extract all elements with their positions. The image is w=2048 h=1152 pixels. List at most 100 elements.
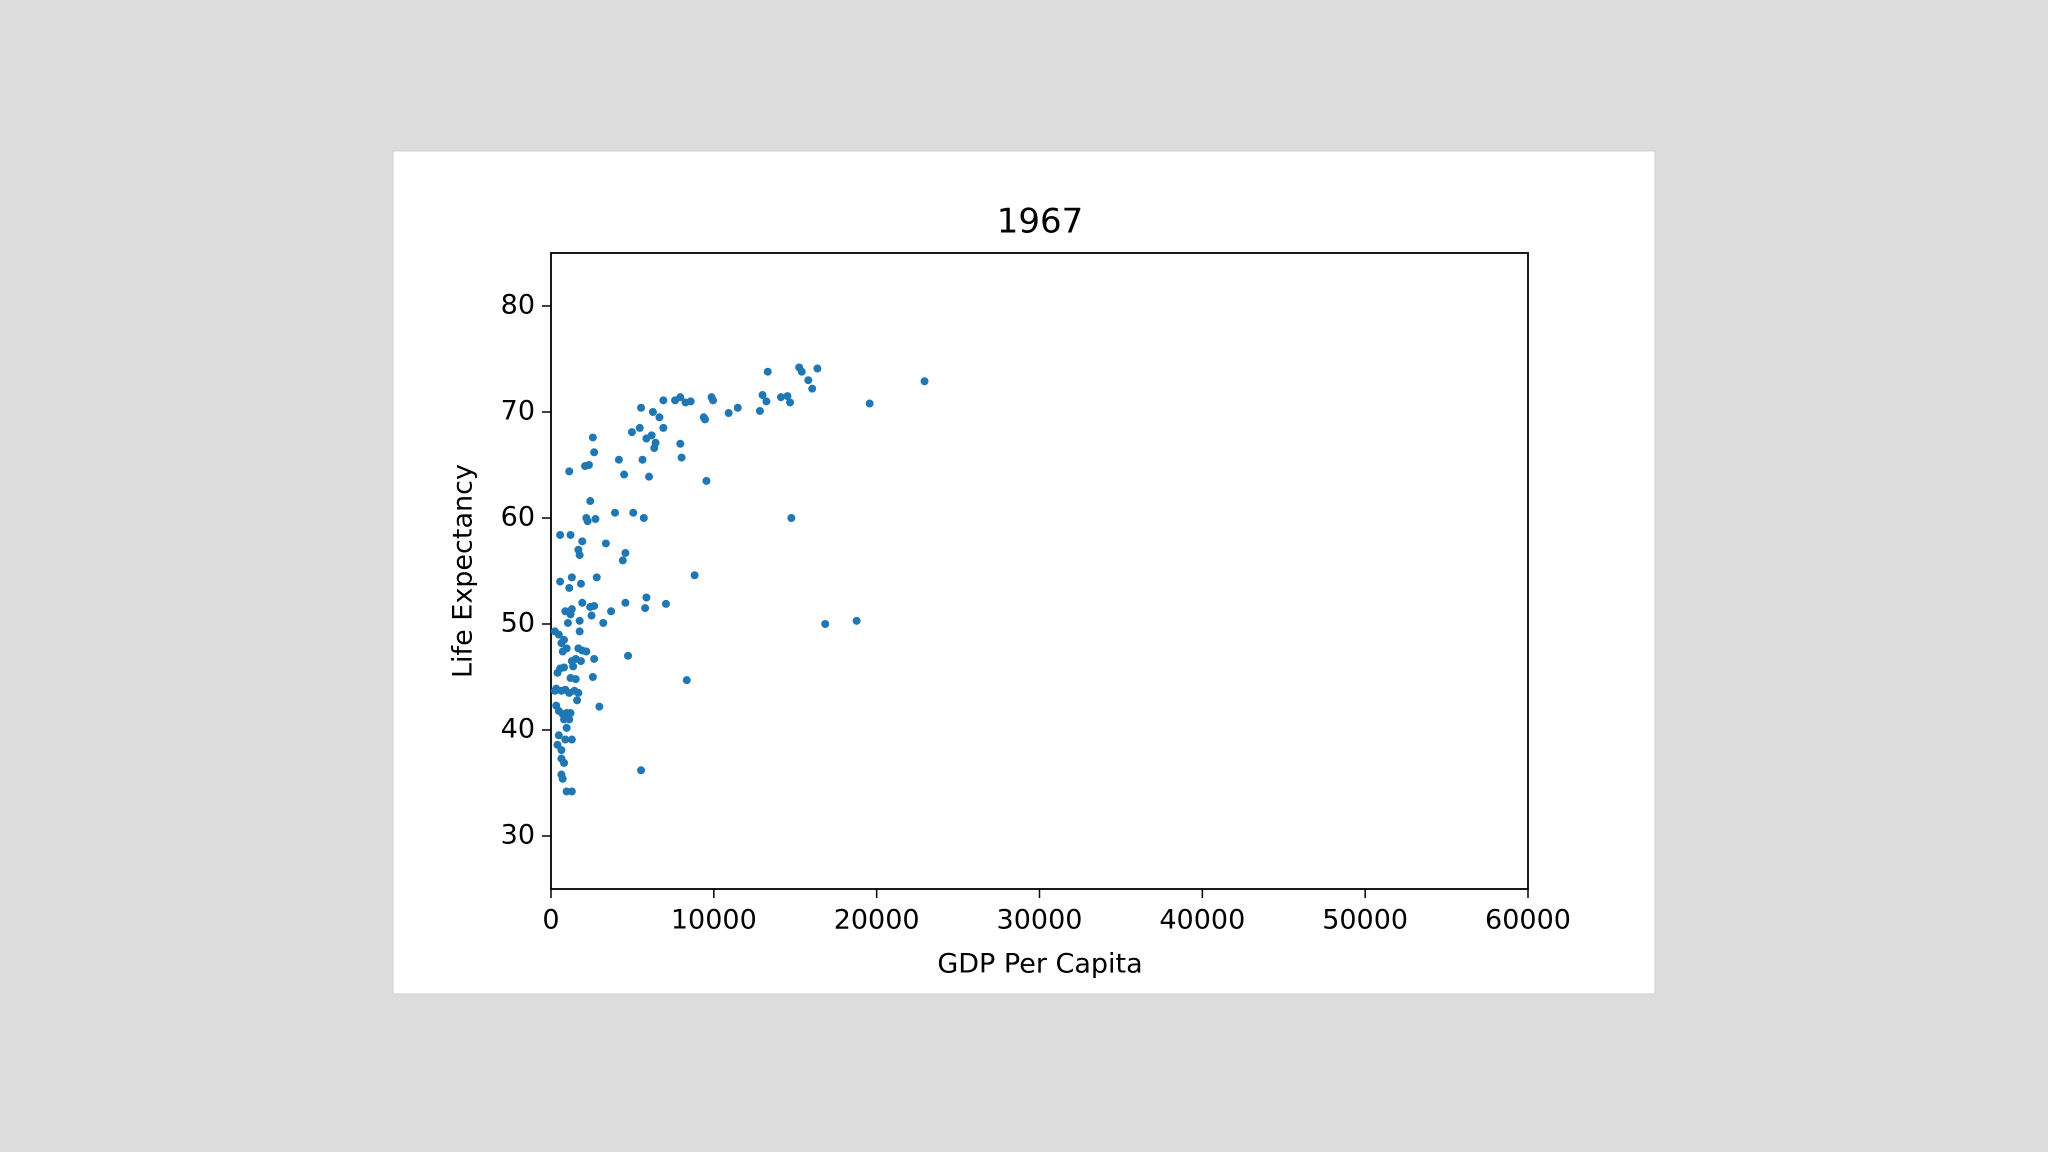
point: [804, 376, 813, 385]
point: [586, 603, 595, 612]
point: [637, 766, 646, 775]
point: [776, 393, 785, 402]
point: [808, 384, 817, 393]
point: [620, 470, 629, 479]
x-axis-label: GDP Per Capita: [937, 949, 1142, 980]
point: [582, 647, 591, 656]
point: [637, 403, 646, 412]
point: [588, 433, 597, 442]
point: [650, 444, 659, 453]
point: [576, 579, 585, 588]
x-tick-label: 10000: [671, 905, 757, 936]
point: [567, 573, 576, 582]
point: [614, 455, 623, 464]
point: [659, 423, 668, 432]
y-tick-label: 80: [501, 290, 535, 321]
point: [865, 399, 874, 408]
point: [576, 657, 585, 666]
point: [557, 746, 566, 755]
point: [599, 618, 608, 627]
point: [763, 367, 772, 376]
point: [567, 605, 576, 614]
point: [648, 408, 657, 416]
point: [556, 577, 565, 586]
point: [554, 731, 563, 740]
point: [560, 663, 569, 672]
point: [813, 364, 822, 373]
x-tick-label: 60000: [1485, 905, 1571, 936]
point: [629, 508, 638, 517]
x-tick-label: 50000: [1322, 905, 1408, 936]
point: [701, 415, 710, 424]
point: [558, 647, 567, 656]
point: [702, 476, 711, 485]
point: [575, 551, 584, 560]
point: [638, 455, 647, 464]
point: [565, 715, 574, 724]
point: [574, 688, 583, 697]
point: [569, 662, 578, 671]
point: [578, 598, 587, 607]
point: [567, 787, 576, 796]
point: [550, 686, 559, 695]
point: [560, 635, 569, 644]
point: [563, 618, 572, 627]
point: [595, 702, 604, 711]
point: [591, 515, 600, 524]
point: [562, 723, 571, 732]
point: [676, 439, 685, 448]
point: [621, 598, 630, 607]
y-tick-label: 50: [501, 608, 535, 639]
point: [659, 396, 668, 405]
point: [610, 508, 619, 517]
point: [709, 396, 718, 405]
point: [588, 673, 597, 681]
x-tick-label: 30000: [997, 905, 1083, 936]
point: [821, 620, 830, 628]
point: [642, 593, 651, 602]
point: [797, 367, 806, 376]
point: [787, 514, 796, 522]
point: [601, 539, 610, 548]
point: [560, 758, 569, 767]
point: [575, 627, 584, 636]
point: [586, 497, 595, 506]
x-tick-label: 0: [542, 905, 559, 936]
point: [762, 397, 771, 406]
point: [592, 573, 601, 582]
point: [661, 599, 670, 608]
point: [624, 651, 633, 660]
point: [618, 556, 627, 565]
point: [561, 735, 570, 744]
chart-title: 1967: [997, 202, 1084, 242]
point: [639, 514, 648, 522]
y-tick-label: 40: [501, 714, 535, 745]
plot-frame: [550, 252, 1529, 890]
point: [655, 413, 664, 422]
point: [553, 668, 562, 677]
point: [676, 393, 685, 402]
point: [645, 472, 654, 481]
point: [590, 448, 599, 457]
point: [627, 428, 636, 437]
point: [565, 583, 574, 592]
point: [558, 774, 567, 783]
point: [755, 406, 764, 415]
point: [758, 391, 767, 400]
point: [566, 709, 575, 718]
point: [571, 675, 580, 684]
point: [565, 467, 574, 476]
point: [786, 398, 795, 407]
point: [556, 530, 565, 539]
point: [682, 676, 691, 685]
point: [566, 530, 575, 539]
point: [783, 392, 792, 401]
point: [567, 735, 576, 744]
point: [590, 654, 599, 663]
point: [690, 571, 699, 580]
point: [587, 611, 596, 620]
point: [920, 377, 929, 386]
point: [647, 431, 656, 440]
